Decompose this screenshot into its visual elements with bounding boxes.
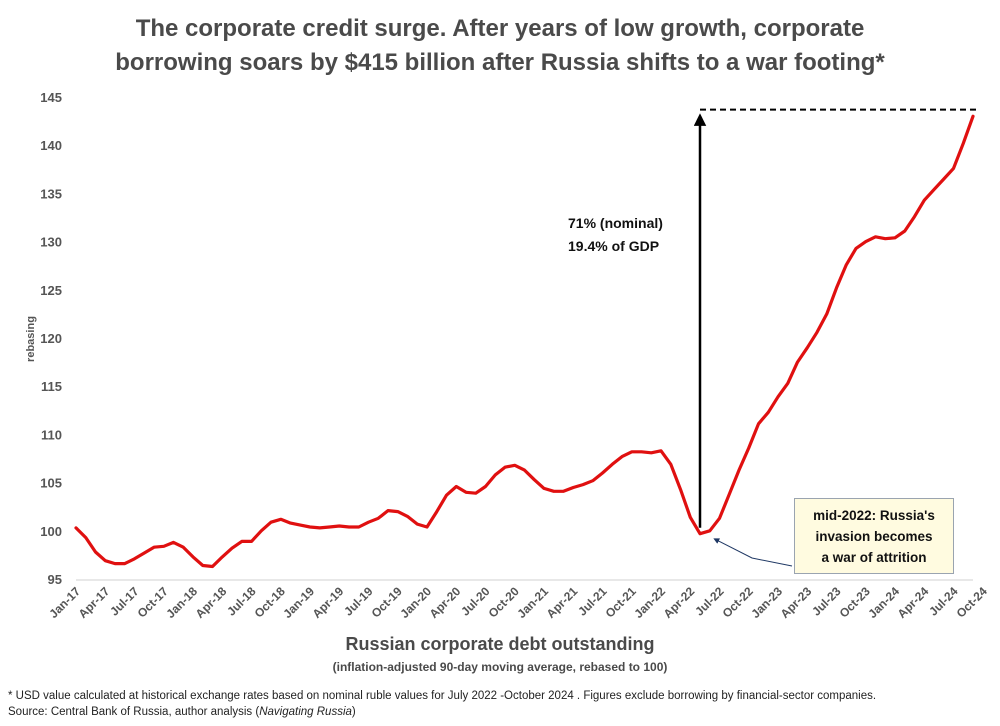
- x-tick-label: Apr-17: [76, 584, 113, 621]
- x-tick-label: Apr-19: [310, 584, 347, 621]
- x-tick-label: Apr-18: [193, 584, 230, 621]
- y-tick-label: 145: [40, 90, 62, 105]
- x-tick-label: Oct-17: [135, 584, 172, 621]
- y-tick-label: 135: [40, 186, 62, 201]
- chart-title-line-1: The corporate credit surge. After years …: [135, 15, 865, 42]
- footnote-source-title: Navigating Russia: [259, 706, 352, 718]
- x-tick-label: Oct-23: [837, 584, 874, 621]
- y-tick-label: 110: [41, 427, 62, 442]
- x-tick-label: Jan-20: [397, 584, 434, 621]
- footnote: * USD value calculated at historical exc…: [8, 688, 998, 720]
- callout-text: mid-2022: Russia's invasion becomes a wa…: [813, 507, 935, 565]
- x-tick-label: Oct-19: [369, 584, 406, 621]
- growth-annotation-nominal: 71% (nominal): [568, 215, 663, 231]
- y-tick-label: 140: [40, 138, 62, 153]
- x-tick-label: Oct-20: [486, 584, 523, 621]
- callout-pointer-arrow: [713, 538, 793, 567]
- series-line: [74, 114, 975, 569]
- footnote-methodology: * USD value calculated at historical exc…: [8, 690, 877, 702]
- growth-annotation-gdp: 19.4% of GDP: [568, 238, 660, 254]
- x-tick-label: Oct-22: [720, 584, 757, 621]
- x-tick-label: Oct-21: [603, 584, 640, 621]
- x-tick-label: Oct-24: [954, 584, 991, 621]
- y-tick-label: 100: [40, 524, 62, 539]
- x-axis-title: Russian corporate debt outstanding: [345, 634, 655, 654]
- chart-title: The corporate credit surge. After years …: [0, 12, 1000, 80]
- x-tick-label: Apr-24: [895, 584, 932, 621]
- x-axis-subtitle: (inflation-adjusted 90-day moving averag…: [332, 660, 668, 674]
- footnote-source-suffix: ): [351, 706, 356, 718]
- footnote-source: Source: Central Bank of Russia, author a…: [8, 704, 998, 720]
- x-tick-label: Jan-17: [46, 584, 83, 621]
- war-of-attrition-callout: mid-2022: Russia's invasion becomes a wa…: [794, 498, 954, 574]
- x-tick-label: Jan-21: [514, 584, 551, 621]
- growth-annotation: 71% (nominal) 19.4% of GDP: [568, 212, 663, 258]
- x-tick-label: Jan-24: [865, 584, 902, 621]
- chart-title-line-2: borrowing soars by $415 billion after Ru…: [115, 49, 885, 76]
- x-tick-label: Apr-20: [427, 584, 464, 621]
- x-tick-label: Oct-18: [252, 584, 289, 621]
- y-tick-label: 95: [48, 572, 62, 587]
- x-tick-label: Jan-18: [163, 584, 200, 621]
- y-tick-label: 130: [40, 235, 62, 250]
- y-tick-label: 120: [40, 331, 62, 346]
- x-tick-label: Apr-22: [661, 584, 698, 621]
- y-tick-label: 105: [40, 476, 62, 491]
- x-tick-label: Jan-19: [280, 584, 317, 621]
- footnote-source-prefix: Source: Central Bank of Russia, author a…: [8, 706, 260, 718]
- y-axis-label: rebasing: [25, 316, 37, 362]
- x-tick-label: Jan-23: [748, 584, 785, 621]
- x-tick-label: Apr-21: [544, 584, 581, 621]
- y-tick-label: 115: [41, 379, 62, 394]
- x-tick-label: Jan-22: [631, 584, 668, 621]
- x-tick-label: Apr-23: [778, 584, 815, 621]
- y-tick-label: 125: [40, 283, 62, 298]
